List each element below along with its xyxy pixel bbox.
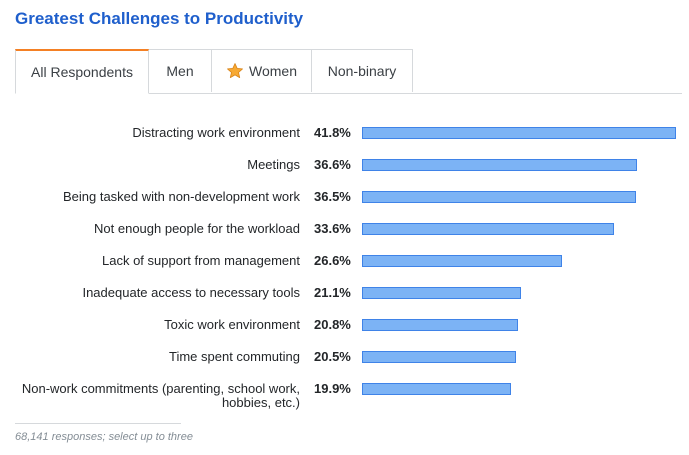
category-label: Time spent commuting <box>168 349 300 364</box>
bar[interactable] <box>362 255 562 267</box>
tab-all-respondents[interactable]: All Respondents <box>15 49 149 94</box>
respondent-tabs: All Respondents Men Women Non-binary <box>15 49 682 94</box>
chart-title: Greatest Challenges to Productivity <box>15 9 304 28</box>
tab-label: Non-binary <box>327 63 397 79</box>
bar[interactable] <box>362 319 518 331</box>
value-label: 20.8% <box>314 317 351 332</box>
category-label: Inadequate access to necessary tools <box>82 285 300 300</box>
bar[interactable] <box>362 351 516 363</box>
value-label: 20.5% <box>314 349 351 364</box>
category-label: Being tasked with non-development work <box>62 189 300 204</box>
bar[interactable] <box>362 383 511 395</box>
response-count-note: 68,141 responses; select up to three <box>15 431 193 443</box>
category-label: Toxic work environment <box>164 317 300 332</box>
value-label: 21.1% <box>314 285 351 300</box>
bar[interactable] <box>362 287 521 299</box>
bar[interactable] <box>362 159 637 171</box>
value-label: 36.5% <box>314 189 351 204</box>
value-label: 36.6% <box>314 157 351 172</box>
tab-label: All Respondents <box>31 64 133 80</box>
category-label: Not enough people for the workload <box>94 221 300 236</box>
category-label: Distracting work environment <box>132 125 300 140</box>
category-label: Lack of support from management <box>102 253 300 268</box>
value-label: 19.9% <box>314 381 351 396</box>
value-label: 26.6% <box>314 253 351 268</box>
value-label: 33.6% <box>314 221 351 236</box>
footnote-divider <box>15 423 181 424</box>
tab-label: Men <box>166 63 194 79</box>
category-label: Meetings <box>247 157 300 172</box>
tab-men[interactable]: Men <box>148 49 212 92</box>
star-icon <box>226 62 244 80</box>
tab-label: Women <box>249 63 297 79</box>
category-label: Non-work commitments (parenting, school … <box>21 381 300 410</box>
tab-non-binary[interactable]: Non-binary <box>311 49 413 92</box>
value-label: 41.8% <box>314 125 351 140</box>
bar[interactable] <box>362 127 676 139</box>
bar[interactable] <box>362 223 614 235</box>
bar[interactable] <box>362 191 636 203</box>
tab-women[interactable]: Women <box>211 49 312 92</box>
